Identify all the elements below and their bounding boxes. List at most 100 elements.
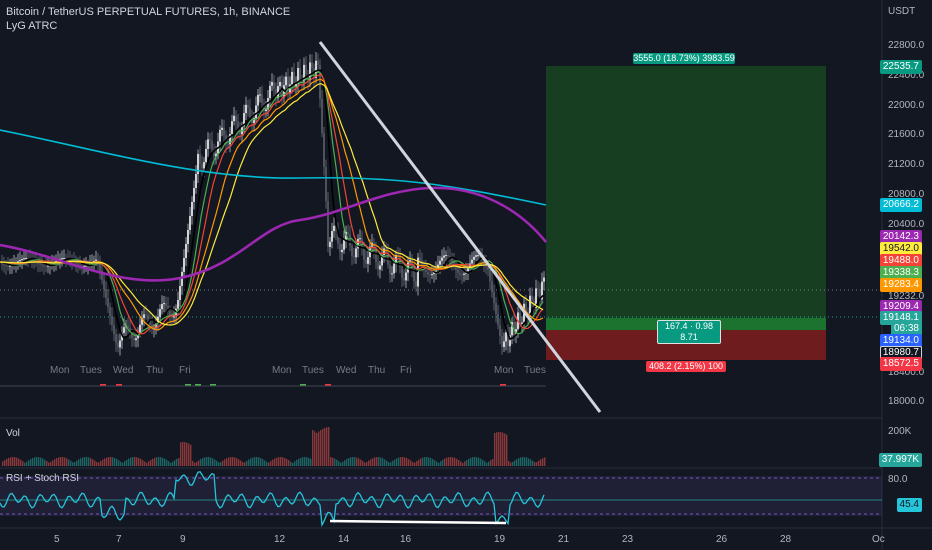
volume-bar	[310, 458, 312, 466]
volume-bar	[394, 459, 396, 466]
volume-bar	[332, 457, 334, 466]
candle-body	[85, 265, 87, 267]
candle-body	[373, 242, 375, 250]
volume-bar	[84, 457, 86, 466]
candle-body	[121, 332, 123, 341]
volume-bar	[10, 457, 12, 466]
candle-body	[423, 264, 425, 269]
volume-bar	[378, 457, 380, 466]
volume-bar	[280, 457, 282, 466]
volume-bar	[340, 462, 342, 466]
time-tick: 12	[274, 534, 286, 545]
volume-bar	[286, 458, 288, 466]
candle-body	[259, 94, 261, 96]
time-tick: 21	[558, 534, 570, 545]
volume-bar	[294, 461, 296, 466]
volume-bar	[502, 432, 504, 466]
candle-body	[181, 272, 183, 286]
candle-body	[1, 263, 3, 265]
volume-bar	[20, 459, 22, 466]
indicator-label[interactable]: LyG ATRC	[6, 20, 58, 32]
candle-body	[47, 265, 49, 267]
volume-bar	[418, 459, 420, 466]
rsi-title[interactable]: RSI + Stoch RSI	[6, 473, 80, 484]
target-label: 3555.0 (18.73%) 3983.59	[633, 53, 735, 64]
candle-body	[543, 277, 545, 282]
candle-body	[193, 188, 195, 202]
volume-bar	[388, 462, 390, 466]
volume-bar	[338, 461, 340, 466]
volume-bar	[390, 462, 392, 466]
candle-body	[425, 268, 427, 273]
volume-bar	[474, 457, 476, 466]
volume-bar	[456, 458, 458, 466]
candle-body	[427, 272, 429, 275]
volume-bar	[82, 457, 84, 466]
rsi-value-tag: 45.4	[896, 498, 922, 512]
candle-body	[501, 336, 503, 347]
volume-bar	[402, 457, 404, 466]
candle-body	[365, 259, 367, 264]
candle-body	[21, 258, 23, 260]
volume-bar	[154, 457, 156, 466]
volume-bar	[138, 457, 140, 466]
volume-bar	[496, 432, 498, 466]
volume-bar	[88, 457, 90, 466]
volume-bar	[360, 459, 362, 466]
volume-bar	[424, 457, 426, 466]
candle-body	[209, 139, 211, 141]
volume-bar	[278, 457, 280, 466]
volume-bar	[466, 460, 468, 466]
volume-bar	[472, 457, 474, 466]
candle-body	[247, 104, 249, 108]
volume-title[interactable]: Vol	[6, 428, 20, 439]
volume-bar	[512, 461, 514, 466]
volume-bar	[222, 460, 224, 466]
volume-bar	[226, 458, 228, 466]
candle-body	[5, 265, 7, 267]
volume-bar	[470, 457, 472, 466]
long-target-zone	[546, 66, 826, 318]
volume-bar	[52, 460, 54, 466]
entry-label[interactable]: 167.4 · 0.98 8.71	[657, 320, 721, 344]
volume-bar	[132, 457, 134, 466]
volume-bar	[94, 460, 96, 466]
volume-bar	[362, 460, 364, 466]
volume-bar	[392, 460, 394, 466]
candle-body	[493, 292, 495, 303]
volume-bar	[122, 462, 124, 466]
candle-body	[119, 340, 121, 348]
volume-bar	[174, 460, 176, 466]
candle-body	[473, 256, 475, 260]
candle-body	[419, 257, 421, 261]
rsi-band	[0, 476, 882, 516]
candle-body	[183, 258, 185, 272]
volume-bar	[462, 462, 464, 466]
candle-body	[43, 265, 45, 267]
volume-bar	[284, 457, 286, 466]
currency-label: USDT	[888, 6, 916, 17]
candle-body	[305, 64, 307, 75]
candle-body	[321, 99, 323, 133]
time-tick: 14	[338, 534, 350, 545]
price-tag-ma: 19134.0	[879, 334, 922, 348]
candle-body	[455, 265, 457, 270]
volume-bar	[314, 431, 316, 466]
candle-body	[505, 332, 507, 342]
volume-bar	[396, 458, 398, 466]
candle-body	[23, 258, 25, 260]
candle-body	[103, 280, 105, 289]
volume-bar	[444, 458, 446, 466]
volume-bar	[374, 457, 376, 466]
volume-bar	[128, 458, 130, 466]
candle-body	[177, 300, 179, 309]
volume-bar	[166, 459, 168, 466]
volume-bar	[244, 462, 246, 466]
candle-body	[291, 71, 293, 85]
candle-body	[279, 82, 281, 87]
volume-bar	[334, 458, 336, 466]
symbol-title[interactable]: Bitcoin / TetherUS PERPETUAL FUTURES, 1h…	[6, 6, 291, 18]
candle-body	[379, 265, 381, 270]
candle-body	[269, 85, 271, 99]
